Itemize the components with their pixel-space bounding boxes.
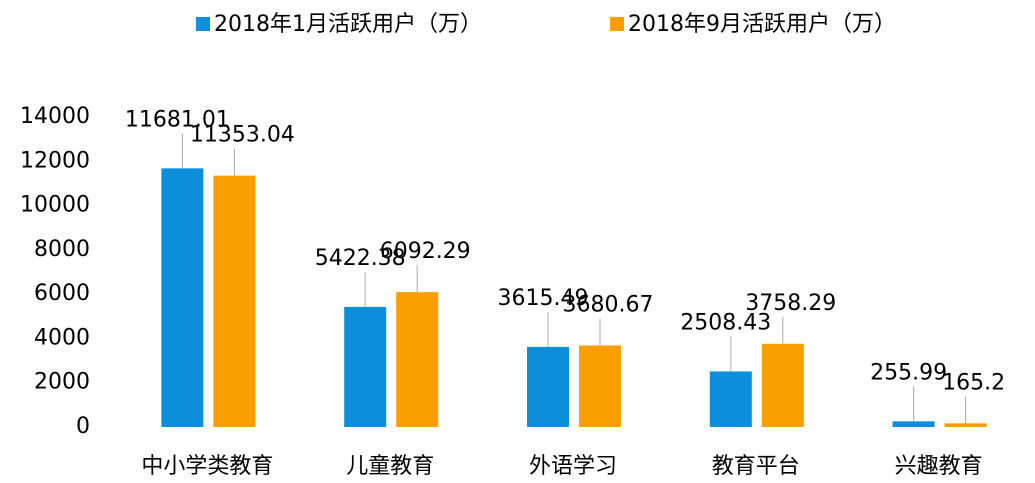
y-tick-label: 0 [76, 414, 90, 439]
x-tick-label: 教育平台 [712, 454, 800, 479]
legend-swatch [610, 17, 624, 31]
y-tick-label: 4000 [34, 325, 90, 350]
data-label: 11353.04 [190, 123, 295, 148]
y-tick-label: 14000 [20, 104, 90, 129]
x-tick-label: 儿童教育 [346, 454, 434, 479]
legend-swatch [196, 17, 210, 31]
y-tick-label: 8000 [34, 237, 90, 262]
data-label: 3615.49 [498, 286, 589, 311]
bar [161, 168, 204, 427]
data-label: 3758.29 [745, 291, 836, 316]
bar [892, 421, 935, 427]
data-label: 3680.67 [563, 292, 654, 317]
legend-label: 2018年9月活跃用户（万） [628, 12, 896, 37]
bar [761, 343, 804, 427]
bar [579, 345, 621, 427]
x-tick-label: 兴趣教育 [895, 454, 983, 479]
bar [396, 292, 439, 427]
bar [944, 423, 987, 427]
y-tick-label: 10000 [20, 193, 90, 218]
y-tick-label: 2000 [34, 370, 90, 395]
x-tick-label: 外语学习 [529, 454, 617, 479]
data-label: 2508.43 [680, 310, 771, 335]
data-label: 255.99 [870, 360, 947, 385]
y-tick-label: 12000 [20, 148, 90, 173]
data-label: 165.2 [942, 370, 1005, 395]
bar [709, 371, 752, 427]
bar [527, 346, 569, 427]
data-label: 5422.38 [315, 246, 406, 271]
bar [344, 306, 387, 427]
x-tick-label: 中小学类教育 [141, 454, 273, 479]
data-label: 11681.01 [125, 107, 230, 132]
legend-label: 2018年1月活跃用户（万） [214, 12, 482, 37]
data-label: 6092.29 [380, 239, 471, 264]
bar [213, 175, 256, 427]
y-tick-label: 6000 [34, 281, 90, 306]
